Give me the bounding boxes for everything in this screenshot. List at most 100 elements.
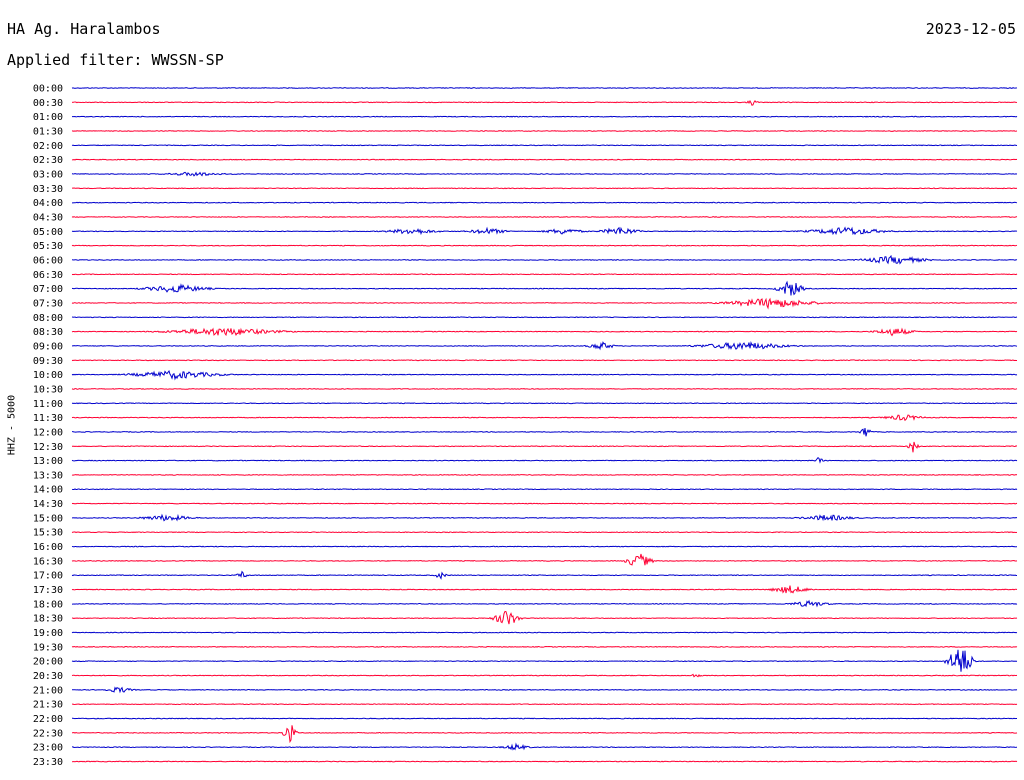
row-time-label: 20:00	[33, 657, 63, 668]
trace-line	[71, 216, 1018, 218]
station-title: HA Ag. Haralambos	[7, 20, 161, 38]
trace-line	[71, 402, 1018, 405]
row-time-label: 20:30	[33, 671, 63, 682]
row-time-label: 07:00	[33, 284, 63, 295]
trace-line	[71, 599, 1018, 608]
row-time-label: 19:30	[33, 642, 63, 653]
trace-line	[71, 570, 1018, 580]
trace-line	[71, 513, 1018, 522]
row-time-label: 23:00	[33, 743, 63, 754]
trace-line	[71, 631, 1018, 634]
row-time-label: 00:00	[33, 84, 63, 95]
row-time-label: 23:30	[33, 757, 63, 768]
row-time-label: 14:00	[33, 485, 63, 496]
trace-line	[71, 87, 1018, 89]
date-label: 2023-12-05	[925, 20, 1016, 38]
trace-line	[71, 187, 1018, 190]
trace-line	[71, 273, 1018, 276]
row-time-label: 11:00	[33, 399, 63, 410]
trace-line	[71, 545, 1018, 548]
trace-line	[71, 327, 1018, 337]
trace-line	[71, 502, 1018, 505]
row-time-label: 00:30	[33, 98, 63, 109]
row-time-label: 18:00	[33, 599, 63, 610]
trace-line	[71, 158, 1018, 161]
trace-line	[71, 553, 1018, 566]
row-time-label: 12:30	[33, 442, 63, 453]
trace-line	[71, 531, 1018, 534]
trace-line	[71, 645, 1018, 648]
trace-line	[71, 244, 1018, 247]
trace-line	[71, 441, 1018, 453]
trace-line	[71, 725, 1018, 744]
row-time-label: 06:00	[33, 255, 63, 266]
row-time-label: 13:30	[33, 470, 63, 481]
row-time-label: 01:30	[33, 126, 63, 137]
trace-line	[71, 742, 1018, 751]
trace-line	[71, 488, 1018, 491]
row-time-label: 10:00	[33, 370, 63, 381]
row-time-label: 05:30	[33, 241, 63, 252]
trace-line	[71, 370, 1018, 381]
row-time-label: 19:00	[33, 628, 63, 639]
trace-line	[71, 428, 1018, 437]
trace-line	[71, 171, 1018, 177]
trace-line	[71, 474, 1018, 476]
row-time-label: 13:00	[33, 456, 63, 467]
row-time-label: 21:30	[33, 700, 63, 711]
trace-line	[71, 297, 1018, 310]
trace-line	[71, 649, 1018, 672]
trace-line	[71, 144, 1018, 147]
trace-line	[71, 760, 1018, 763]
trace-line	[71, 703, 1018, 706]
row-time-label: 02:30	[33, 155, 63, 166]
row-time-label: 08:00	[33, 313, 63, 324]
trace-line	[71, 414, 1018, 422]
trace-line	[71, 585, 1018, 594]
row-time-label: 02:00	[33, 141, 63, 152]
row-time-label: 08:30	[33, 327, 63, 338]
trace-line	[71, 610, 1018, 625]
trace-line	[71, 717, 1017, 720]
trace-line	[71, 387, 1018, 390]
trace-line	[71, 456, 1018, 464]
row-time-label: 16:30	[33, 556, 63, 567]
row-time-label: 14:30	[33, 499, 63, 510]
row-time-label: 05:00	[33, 227, 63, 238]
row-time-label: 04:00	[33, 198, 63, 209]
row-time-label: 09:30	[33, 356, 63, 367]
row-time-label: 04:30	[33, 212, 63, 223]
row-time-label: 10:30	[33, 384, 63, 395]
row-time-label: 07:30	[33, 298, 63, 309]
trace-line	[71, 115, 1018, 118]
row-time-label: 22:30	[33, 728, 63, 739]
trace-line	[71, 316, 1018, 319]
trace-line	[72, 201, 1018, 204]
row-time-label: 03:00	[33, 169, 63, 180]
row-time-label: 11:30	[33, 413, 63, 424]
row-time-label: 17:30	[33, 585, 63, 596]
row-time-label: 15:00	[33, 513, 63, 524]
filter-label: Applied filter: WWSSN-SP	[7, 51, 224, 69]
trace-line	[71, 254, 1018, 265]
row-time-label: 15:30	[33, 528, 63, 539]
trace-line	[71, 686, 1018, 694]
trace-line	[71, 673, 1018, 678]
row-time-label: 21:00	[33, 685, 63, 696]
row-time-label: 06:30	[33, 270, 63, 281]
trace-line	[71, 340, 1018, 351]
trace-line	[71, 226, 1018, 236]
row-time-label: 17:00	[33, 571, 63, 582]
trace-line	[71, 280, 1018, 296]
row-time-label: 12:00	[33, 427, 63, 438]
row-time-label: 22:00	[33, 714, 63, 725]
row-time-label: 18:30	[33, 614, 63, 625]
row-time-label: 03:30	[33, 184, 63, 195]
row-time-label: 09:00	[33, 341, 63, 352]
trace-line	[71, 99, 1018, 106]
row-time-label: 01:00	[33, 112, 63, 123]
trace-line	[71, 130, 1018, 132]
trace-line	[71, 359, 1018, 362]
row-time-label: 16:00	[33, 542, 63, 553]
